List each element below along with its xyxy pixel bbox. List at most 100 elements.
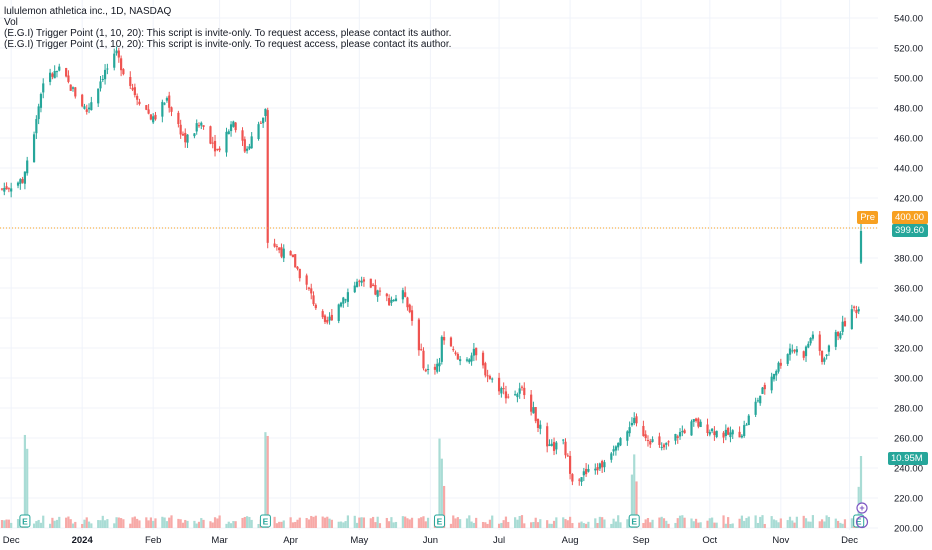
- price-tick-label: 300.00: [894, 374, 923, 385]
- candle-body: [520, 386, 524, 388]
- volume-bar: [708, 518, 711, 528]
- volume-bar: [475, 517, 478, 528]
- volume-bar: [374, 522, 377, 528]
- candle-body: [502, 388, 505, 390]
- candle-body: [163, 103, 166, 105]
- candle-body: [802, 351, 805, 358]
- volume-bar: [202, 519, 205, 528]
- volume-bar: [410, 517, 414, 528]
- candle-body: [339, 302, 343, 307]
- candle-body: [481, 352, 485, 366]
- price-tick-label: 220.00: [894, 494, 923, 505]
- volume-bar: [358, 517, 361, 528]
- candle-body: [699, 421, 702, 428]
- candle-body: [497, 377, 501, 392]
- candle-body: [662, 444, 666, 448]
- earnings-marker[interactable]: E: [19, 514, 31, 528]
- volume-bar: [181, 522, 185, 528]
- candle-body: [667, 441, 670, 443]
- candle-body: [186, 134, 189, 143]
- candle-body: [724, 429, 727, 437]
- volume-bar: [665, 520, 668, 528]
- volume-bar: [101, 515, 104, 528]
- volume-bar: [727, 517, 730, 528]
- volume-bar: [626, 519, 629, 528]
- earnings-marker-box: [259, 514, 271, 528]
- candle-body: [312, 295, 315, 305]
- volume-bar: [200, 518, 203, 528]
- earnings-marker[interactable]: E: [434, 514, 446, 528]
- candle-body: [770, 376, 773, 391]
- volume-bar: [532, 522, 535, 528]
- candle-body: [266, 110, 269, 243]
- earnings-marker[interactable]: E: [259, 514, 271, 528]
- time-tick-label: Jul: [493, 535, 505, 546]
- candle-body: [747, 415, 750, 426]
- candle-body: [392, 299, 395, 302]
- candle-body: [35, 119, 38, 134]
- volume-bar: [344, 521, 347, 528]
- earnings-marker[interactable]: E: [628, 514, 640, 528]
- volume-bar: [603, 519, 606, 528]
- candle-body: [843, 321, 847, 327]
- volume-bar: [369, 518, 372, 528]
- volume-bar: [241, 517, 244, 528]
- candle-body: [374, 285, 377, 295]
- candle-body: [32, 134, 36, 163]
- candle-body: [69, 84, 72, 91]
- volume-bar: [536, 522, 540, 528]
- volume-bar: [568, 516, 572, 528]
- volume-bar: [420, 517, 423, 528]
- volume-bar: [90, 523, 93, 528]
- dividend-marker[interactable]: +: [855, 502, 869, 529]
- candle-body: [360, 280, 363, 283]
- candle-body: [243, 139, 246, 152]
- candle-body: [120, 58, 123, 71]
- volume-bar: [426, 517, 430, 528]
- indicator-legend-1[interactable]: (E.G.I) Trigger Point (1, 10, 20): This …: [4, 28, 452, 39]
- candle-body: [241, 130, 244, 141]
- candle-body: [761, 387, 764, 394]
- candle-body: [26, 160, 29, 174]
- time-axis[interactable]: Dec 2024 Feb Mar Apr May Jun Jul Aug Sep Oct Nov Dec: [3, 535, 859, 546]
- candle-body: [546, 426, 549, 447]
- candle-body: [16, 182, 20, 186]
- candle-body: [820, 350, 824, 362]
- volume-bar: [133, 516, 136, 528]
- symbol-title[interactable]: lululemon athletica inc., 1D, NASDAQ: [4, 6, 172, 17]
- volume-bar: [218, 515, 221, 528]
- time-tick-label: Feb: [145, 535, 161, 546]
- volume-bar: [23, 434, 27, 528]
- volume-bar: [401, 516, 404, 528]
- indicator-legend-2[interactable]: (E.G.I) Trigger Point (1, 10, 20): This …: [4, 39, 452, 50]
- candle-body: [358, 280, 361, 282]
- volume-bar: [761, 515, 764, 528]
- volume-bar: [610, 523, 613, 528]
- candle-body: [161, 101, 164, 117]
- candle-body: [376, 290, 379, 297]
- candle-body: [337, 304, 340, 321]
- volume-bar: [534, 517, 537, 528]
- volume-bar: [587, 521, 590, 528]
- price-tick-label: 260.00: [894, 434, 923, 445]
- candle-body: [438, 362, 441, 367]
- volume-bar: [0, 520, 4, 528]
- volume-bar: [827, 516, 831, 528]
- volume-bar: [138, 520, 141, 528]
- price-tick-label: 500.00: [894, 74, 923, 85]
- volume-legend[interactable]: Vol: [4, 17, 18, 28]
- volume-bar: [442, 485, 446, 528]
- candle-body: [436, 363, 439, 372]
- volume-bar: [85, 517, 88, 528]
- candle-body: [307, 287, 311, 289]
- price-tick-label: 200.00: [894, 524, 923, 535]
- volume-bar: [633, 454, 636, 528]
- volume-bar: [617, 515, 620, 528]
- candle-body: [328, 316, 331, 321]
- volume-bar: [243, 516, 246, 528]
- volume-bar: [42, 515, 45, 528]
- candle-body: [617, 443, 620, 448]
- candle-body: [53, 71, 56, 79]
